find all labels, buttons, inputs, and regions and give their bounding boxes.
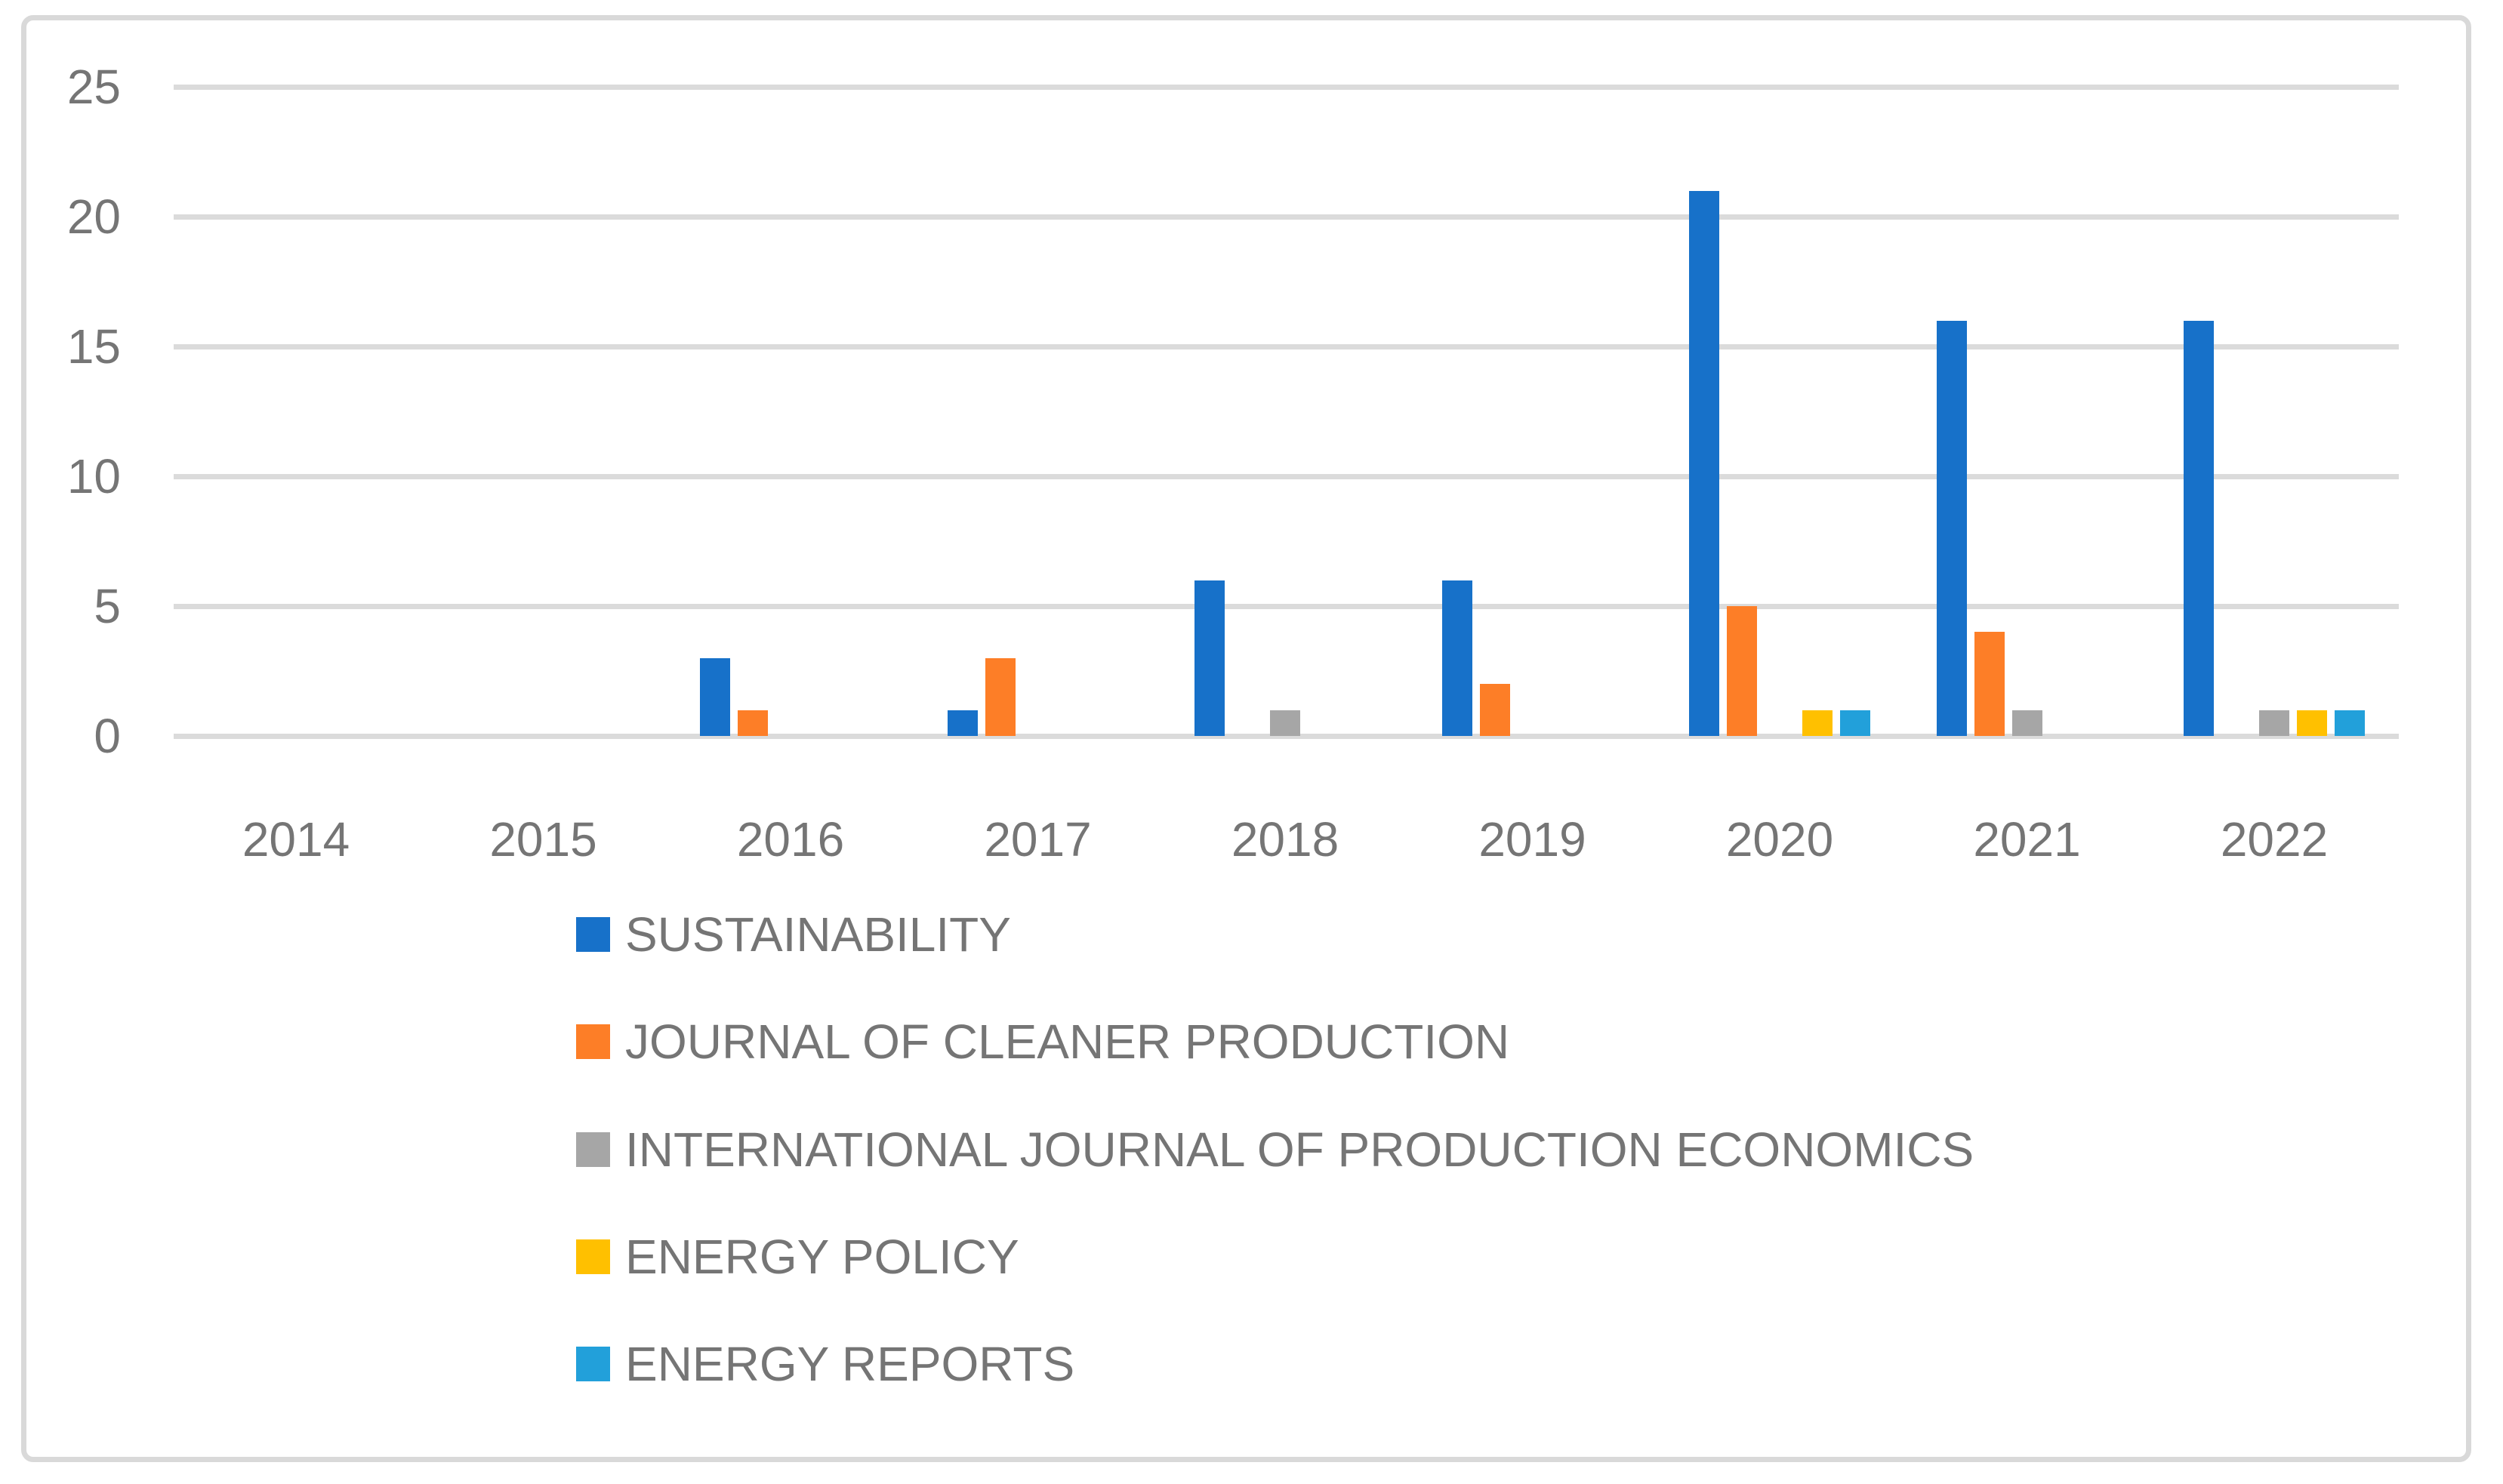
bar-2022-energy-reports: [2335, 710, 2365, 736]
bar-2020-journal-of-cleaner-production: [1727, 606, 1757, 736]
legend-item-energy-policy: ENERGY POLICY: [576, 1230, 1019, 1284]
x-axis-tick-label: 2021: [1973, 812, 2081, 867]
gridline-y-20: [174, 214, 2399, 220]
y-axis-tick-label: 10: [66, 449, 121, 503]
gridline-y-5: [174, 604, 2399, 609]
bar-2018-international-journal-of-production-economics: [1270, 710, 1300, 736]
legend-swatch-icon: [576, 1347, 610, 1382]
y-axis-tick-label: 25: [66, 60, 121, 114]
legend-item-sustainability: SUSTAINABILITY: [576, 907, 1011, 962]
bar-2017-journal-of-cleaner-production: [985, 657, 1016, 736]
bar-2022-energy-policy: [2297, 710, 2327, 736]
x-axis-tick-label: 2016: [736, 812, 845, 867]
legend-swatch-icon: [576, 917, 610, 952]
bar-2018-sustainability: [1194, 580, 1225, 736]
bar-2019-journal-of-cleaner-production: [1479, 684, 1510, 736]
legend-swatch-icon: [576, 1024, 610, 1060]
gridline-y-15: [174, 344, 2399, 349]
bar-2016-sustainability: [700, 657, 730, 736]
gridline-y-10: [174, 474, 2399, 479]
bar-2020-energy-reports: [1840, 710, 1870, 736]
bar-2016-journal-of-cleaner-production: [738, 710, 768, 736]
bar-2021-international-journal-of-production-economics: [2011, 710, 2042, 736]
legend-label: ENERGY REPORTS: [625, 1337, 1075, 1392]
legend-label: JOURNAL OF CLEANER PRODUCTION: [625, 1014, 1510, 1070]
bar-2020-sustainability: [1689, 190, 1719, 736]
x-axis-tick-label: 2022: [2220, 812, 2329, 867]
y-axis-tick-label: 0: [94, 709, 121, 763]
x-axis-tick-label: 2014: [242, 812, 350, 867]
legend-item-journal-of-cleaner-production: JOURNAL OF CLEANER PRODUCTION: [576, 1014, 1509, 1069]
y-axis-tick-label: 5: [94, 579, 121, 633]
y-axis-tick-label: 20: [66, 189, 121, 244]
x-axis-tick-label: 2018: [1231, 812, 1339, 867]
bar-2021-sustainability: [1936, 320, 1967, 736]
y-axis-tick-label: 15: [66, 319, 121, 374]
bar-2019-sustainability: [1441, 580, 1472, 736]
x-axis-tick-label: 2019: [1478, 812, 1586, 867]
gridline-y-0: [174, 734, 2399, 739]
legend-swatch-icon: [576, 1239, 610, 1274]
legend-label: SUSTAINABILITY: [625, 907, 1011, 962]
legend-label: ENERGY POLICY: [625, 1229, 1019, 1284]
bar-2021-journal-of-cleaner-production: [1974, 632, 2005, 736]
gridline-y-25: [174, 85, 2399, 90]
legend-label: INTERNATIONAL JOURNAL OF PRODUCTION ECON…: [625, 1122, 1974, 1177]
legend-item-energy-reports: ENERGY REPORTS: [576, 1337, 1074, 1391]
x-axis-tick-label: 2020: [1725, 812, 1834, 867]
x-axis-tick-label: 2015: [489, 812, 597, 867]
x-axis-tick-label: 2017: [984, 812, 1092, 867]
bar-2020-energy-policy: [1802, 710, 1833, 736]
bar-2017-sustainability: [947, 710, 978, 736]
bar-2022-sustainability: [2184, 320, 2214, 736]
bar-2022-international-journal-of-production-economics: [2259, 710, 2289, 736]
legend-swatch-icon: [576, 1131, 610, 1167]
legend-item-international-journal-of-production-economics: INTERNATIONAL JOURNAL OF PRODUCTION ECON…: [576, 1122, 1974, 1177]
chart-frame: 0 5 10 15 20 25 2014 2015 2016 2017 2018 2019 2020 20…: [21, 15, 2471, 1462]
